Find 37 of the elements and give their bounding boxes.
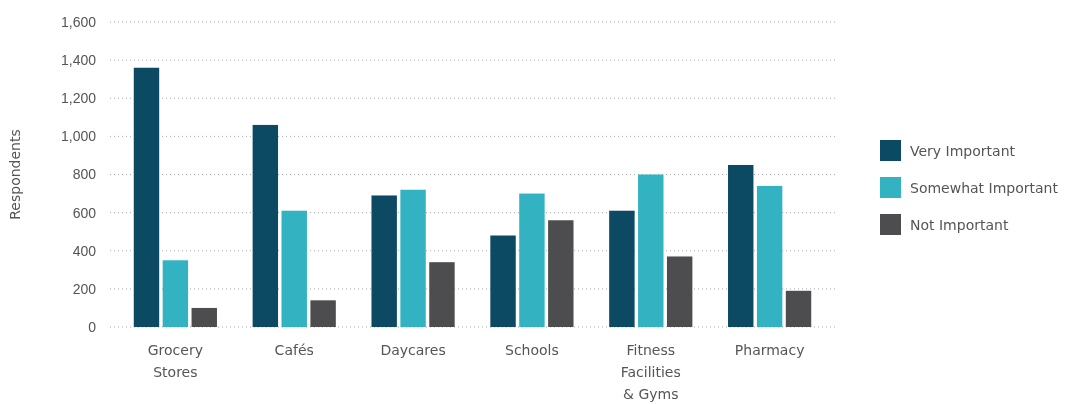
y-tick-label: 1,600 [60,13,97,30]
bar [609,210,635,327]
bar [252,124,279,327]
bar [281,210,307,327]
x-tick-label: Schools [505,342,559,358]
x-tick-label: Cafés [274,342,314,358]
bar [429,262,455,327]
y-axis-title: Respondents [7,129,23,220]
bar [490,235,516,327]
y-tick-label: 0 [88,318,97,335]
x-tick-label: Grocery Stores [147,342,203,380]
x-tick-label: Pharmacy [734,342,805,358]
bar [133,67,160,327]
legend-label: Somewhat Important [910,180,1059,196]
bar [638,174,664,327]
y-tick-label: 400 [72,242,97,259]
y-tick-label: 1,000 [60,128,97,145]
x-tick-label: Fitness Facilities & Gyms [620,342,681,402]
bar [785,290,812,327]
y-tick-label: 1,400 [60,52,97,69]
y-tick-label: 200 [72,280,97,297]
bar [162,260,189,327]
y-tick-label: 800 [72,166,97,183]
bar [310,300,336,327]
x-tick-label: Daycares [380,342,446,358]
bar [756,185,783,327]
legend-label: Very Important [910,143,1016,159]
bar [400,189,426,327]
y-tick-label: 1,200 [60,90,97,107]
bar [666,256,693,327]
bar [191,307,217,327]
bar [519,193,545,327]
bar [728,164,754,327]
bar [548,220,574,327]
y-tick-label: 600 [72,204,97,221]
legend-label: Not Important [910,217,1009,233]
bar [371,195,397,327]
